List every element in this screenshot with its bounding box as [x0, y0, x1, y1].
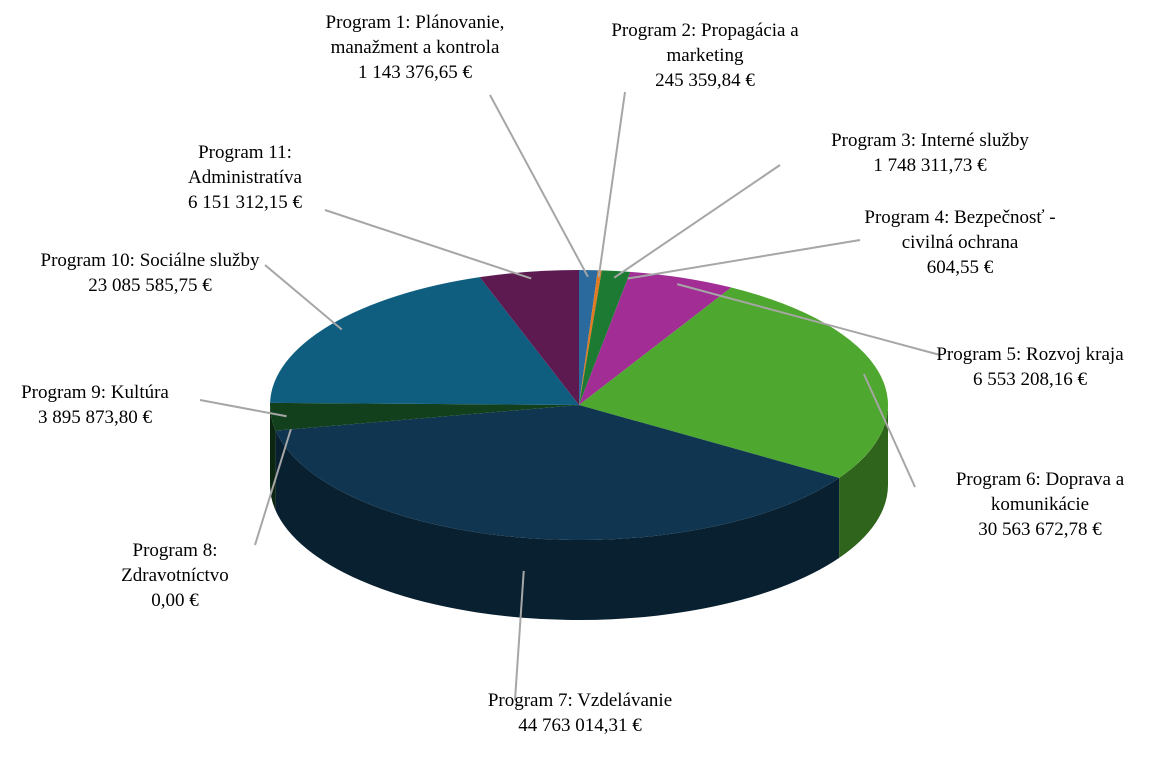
category-label: Program 4: Bezpečnosť - civilná ochrana	[864, 207, 1056, 253]
category-label: Program 7: Vzdelávanie	[487, 690, 673, 711]
slice-label: Program 3: Interné služby 1 748 311,73 €	[795, 128, 1065, 178]
slice-label: Program 11: Administratíva 6 151 312,15 €	[145, 140, 345, 215]
value-label: 1 748 311,73 €	[873, 155, 987, 176]
leader-line	[514, 570, 525, 701]
slice-side	[275, 430, 840, 620]
leader-line	[254, 429, 292, 546]
leader-line	[863, 373, 916, 488]
slice	[579, 271, 732, 405]
value-label: 0,00 €	[151, 590, 199, 611]
value-label: 44 763 014,31 €	[518, 715, 642, 736]
value-label: 604,55 €	[926, 257, 994, 278]
category-label: Program 3: Interné služby	[831, 130, 1029, 151]
category-label: Program 5: Rozvoj kraja	[936, 344, 1124, 365]
value-label: 245 359,84 €	[655, 70, 755, 91]
value-label: 23 085 585,75 €	[88, 275, 212, 296]
category-label: Program 8: Zdravotníctvo	[121, 540, 229, 586]
slice	[579, 270, 602, 405]
leader-line	[264, 264, 343, 331]
category-label: Program 10: Sociálne služby	[40, 250, 260, 271]
slice-label: Program 4: Bezpečnosť - civilná ochrana 6…	[845, 205, 1075, 280]
slice-label: Program 2: Propagácia a marketing 245 359…	[590, 18, 820, 93]
value-label: 1 143 376,65 €	[358, 62, 472, 83]
category-label: Program 1: Plánovanie, manažment a kontr…	[325, 12, 505, 58]
leader-line	[597, 91, 626, 278]
category-label: Program 11: Administratíva	[188, 142, 302, 188]
slice-label: Program 5: Rozvoj kraja 6 553 208,16 €	[935, 342, 1125, 392]
category-label: Program 6: Doprava a komunikácie	[955, 469, 1125, 515]
slice-label: Program 6: Doprava a komunikácie 30 563 6…	[930, 467, 1149, 542]
slice-label: Program 9: Kultúra 3 895 873,80 €	[0, 380, 190, 430]
slice	[579, 270, 631, 405]
slice	[579, 270, 598, 405]
value-label: 6 553 208,16 €	[973, 369, 1087, 390]
slice	[270, 402, 579, 431]
leader-line	[613, 164, 781, 279]
value-label: 3 895 873,80 €	[38, 407, 152, 428]
slice	[579, 271, 631, 405]
slice	[270, 277, 579, 405]
slice	[479, 270, 579, 405]
leader-line	[199, 399, 287, 418]
slice-side	[839, 405, 888, 558]
leader-line	[627, 239, 861, 280]
leader-line	[676, 283, 941, 356]
leader-line	[324, 209, 532, 280]
slice	[275, 405, 840, 540]
leader-line	[489, 94, 589, 278]
value-label: 6 151 312,15 €	[188, 192, 302, 213]
slice	[579, 287, 889, 478]
slice-label: Program 10: Sociálne služby 23 085 585,75…	[30, 248, 270, 298]
slice-label: Program 7: Vzdelávanie 44 763 014,31 €	[480, 688, 680, 738]
slice-label: Program 8: Zdravotníctvo 0,00 €	[95, 538, 255, 613]
category-label: Program 9: Kultúra	[21, 382, 169, 403]
slice-label: Program 1: Plánovanie, manažment a kontr…	[290, 10, 540, 85]
category-label: Program 2: Propagácia a marketing	[611, 20, 799, 66]
value-label: 30 563 672,78 €	[978, 519, 1102, 540]
